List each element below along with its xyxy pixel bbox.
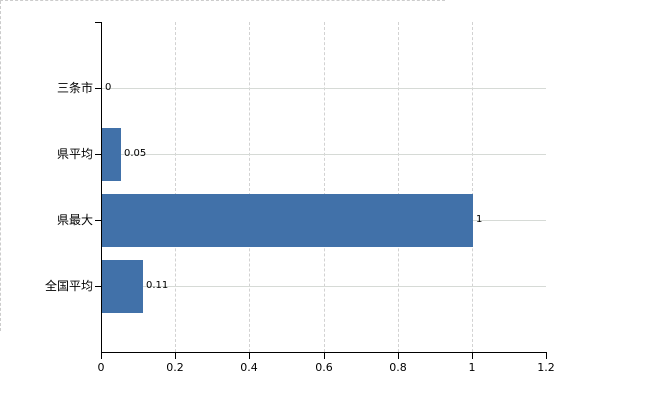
y-axis: [101, 22, 102, 353]
gridline-vertical: [398, 22, 399, 352]
gridline-horizontal: [102, 154, 546, 155]
value-label: 0: [105, 82, 112, 93]
gridline-vertical: [324, 22, 325, 352]
x-tick-mark: [546, 353, 547, 359]
x-tick-mark: [175, 353, 176, 359]
value-label: 0.11: [146, 280, 169, 291]
x-tick-mark: [324, 353, 325, 359]
gridline-vertical: [472, 22, 473, 352]
value-label: 0.05: [124, 148, 147, 159]
y-axis-endcap-tick: [95, 22, 101, 23]
x-tick-label: 0.6: [315, 361, 333, 374]
x-tick-mark: [249, 353, 250, 359]
x-tick-label: 1: [468, 361, 476, 374]
x-tick-label: 1.2: [537, 361, 555, 374]
category-label: 県最大: [56, 213, 93, 227]
x-tick-label: 0.2: [166, 361, 184, 374]
category-label: 三条市: [56, 81, 93, 95]
bar: [102, 194, 473, 247]
y-tick-mark: [95, 88, 101, 89]
bar: [102, 260, 143, 313]
x-tick-label: 0.4: [240, 361, 258, 374]
gridline-horizontal: [102, 88, 546, 89]
value-label: 1: [476, 214, 483, 225]
category-label: 県平均: [56, 147, 93, 161]
gridline-horizontal: [102, 286, 546, 287]
x-tick-label: 0: [97, 361, 105, 374]
plot-border-right: [0, 1, 1, 331]
gridline-vertical: [249, 22, 250, 352]
x-tick-mark: [472, 353, 473, 359]
x-tick-label: 0.8: [389, 361, 407, 374]
category-label: 全国平均: [44, 279, 93, 293]
y-tick-mark: [95, 154, 101, 155]
y-tick-mark: [95, 220, 101, 221]
gridline-vertical: [175, 22, 176, 352]
x-tick-mark: [398, 353, 399, 359]
bar: [102, 128, 121, 181]
y-tick-mark: [95, 286, 101, 287]
x-axis: [101, 352, 547, 353]
plot-border-top: [0, 0, 445, 1]
x-tick-mark: [101, 353, 102, 359]
